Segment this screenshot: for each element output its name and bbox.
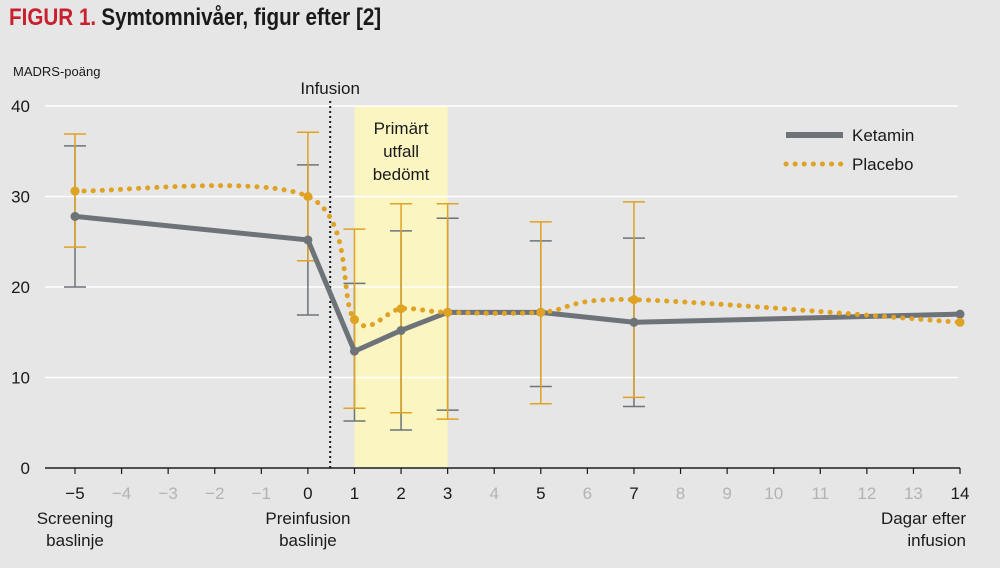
x-caption: Dagar efter (881, 509, 966, 528)
x-tick-label: 13 (904, 484, 923, 503)
ketamin-line (74, 213, 961, 354)
x-tick-label: 6 (583, 484, 592, 503)
y-tick-label: 40 (11, 97, 30, 116)
figure-title: FIGUR 1. Symtomnivåer, figur efter [2] (9, 4, 381, 32)
ketamin-point (349, 346, 359, 356)
placebo-point (70, 186, 80, 196)
y-axis-label: MADRS-poäng (13, 64, 100, 79)
x-tick-label: 4 (489, 484, 498, 503)
x-tick-label: 12 (857, 484, 876, 503)
x-tick-label: 8 (676, 484, 685, 503)
x-caption: baslinje (279, 531, 337, 550)
x-tick-label: −5 (65, 484, 84, 503)
x-tick-label: −3 (158, 484, 177, 503)
x-tick-label: 1 (350, 484, 359, 503)
x-tick-label: 2 (396, 484, 405, 503)
placebo-point (349, 315, 359, 325)
x-tick-label: 10 (764, 484, 783, 503)
figure-number: FIGUR 1. (9, 4, 97, 31)
x-tick-label: −2 (205, 484, 224, 503)
highlight-label: utfall (383, 142, 419, 161)
placebo-point (955, 317, 965, 327)
x-caption: Preinfusion (265, 509, 350, 528)
x-tick-label: 11 (811, 484, 829, 503)
x-tick-label: −1 (252, 484, 271, 503)
y-tick-label: 20 (11, 278, 30, 297)
y-tick-label: 10 (11, 369, 30, 388)
highlight-label: Primärt (374, 119, 429, 138)
x-caption: Screening (37, 509, 114, 528)
x-tick-label: 9 (722, 484, 731, 503)
placebo-point (443, 307, 453, 317)
y-tick-label: 0 (21, 459, 30, 478)
infusion-marker-label: Infusion (300, 79, 360, 98)
x-tick-label: 7 (629, 484, 638, 503)
ketamin-point (303, 235, 313, 245)
ketamin-point (396, 325, 406, 335)
x-caption: baslinje (46, 531, 104, 550)
placebo-point (536, 307, 546, 317)
ketamin-point (629, 317, 639, 327)
placebo-point (303, 192, 313, 201)
x-tick-label: 3 (443, 484, 452, 503)
placebo-line (72, 183, 963, 329)
x-tick-label: 14 (951, 484, 970, 503)
figure-title-text: Symtomnivåer, figur efter [2] (101, 4, 382, 31)
legend-label-ketamin: Ketamin (852, 126, 914, 145)
ketamin-point (955, 309, 965, 319)
placebo-point (629, 295, 639, 305)
x-caption: infusion (907, 531, 966, 550)
ketamin-point (70, 211, 80, 221)
x-tick-label: 0 (303, 484, 312, 503)
x-tick-label: 5 (536, 484, 545, 503)
legend-label-placebo: Placebo (852, 155, 913, 174)
x-tick-label: −4 (112, 484, 131, 503)
y-tick-label: 30 (11, 188, 30, 207)
placebo-point (396, 304, 406, 314)
highlight-label: bedömt (373, 165, 430, 184)
